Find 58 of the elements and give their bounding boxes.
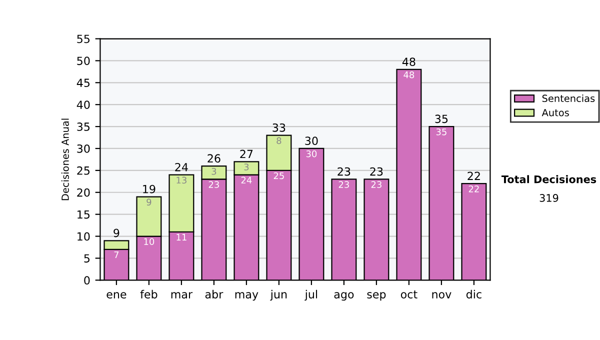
x-tick-label: oct <box>400 290 418 298</box>
y-tick-label: 50 <box>77 56 90 66</box>
data-label: 22 <box>468 186 479 192</box>
y-tick-label: 10 <box>78 232 90 241</box>
total-label: 26 <box>208 154 220 163</box>
total-label: 30 <box>305 136 318 146</box>
y-tick-label: 35 <box>77 122 90 131</box>
y-tick-label: 0 <box>84 276 90 285</box>
x-tick-label: sep <box>367 292 386 301</box>
data-label: 3 <box>244 164 249 170</box>
data-label: 3 <box>212 168 216 175</box>
x-tick-label: dic <box>466 290 482 298</box>
total-label: 22 <box>468 172 480 180</box>
total-label: 27 <box>240 150 253 158</box>
y-tick-label: 45 <box>76 78 90 88</box>
data-label: 23 <box>208 181 219 188</box>
x-tick-label: nov <box>432 292 452 298</box>
data-label: 48 <box>404 71 414 78</box>
data-label: 23 <box>338 181 349 188</box>
x-tick-label: feb <box>140 290 158 298</box>
x-tick-label: jul <box>304 290 318 301</box>
data-label: 9 <box>146 198 152 206</box>
text: 319 <box>540 194 558 202</box>
total-label: 48 <box>402 58 416 66</box>
data-label: 13 <box>176 176 186 184</box>
data-label: 10 <box>144 238 154 246</box>
x-tick-label: jun <box>270 290 287 301</box>
data-label: 25 <box>274 172 284 180</box>
data-label: 23 <box>371 181 382 188</box>
y-tick-label: 30 <box>77 144 90 153</box>
y-tick-label: 15 <box>78 210 90 219</box>
text: Total Decisiones <box>501 175 596 184</box>
data-label: 11 <box>176 234 186 240</box>
data-label: 24 <box>241 176 252 184</box>
y-tick-label: 40 <box>76 100 90 109</box>
legend-label: Autos <box>542 109 569 116</box>
total-label: 23 <box>338 167 350 176</box>
y-tick-label: 5 <box>84 254 90 263</box>
data-label: 30 <box>306 150 317 158</box>
x-tick-label: ago <box>334 292 354 301</box>
total-label: 24 <box>175 162 188 172</box>
legend-label: Sentencias <box>542 94 595 102</box>
y-tick-label: 55 <box>77 34 90 44</box>
data-label: 8 <box>276 137 282 144</box>
total-label: 19 <box>143 184 156 194</box>
x-tick-label: mar <box>171 292 193 298</box>
y-tick-label: 25 <box>77 166 90 175</box>
x-tick-label: ene <box>106 292 126 298</box>
data-label: 35 <box>436 128 446 136</box>
total-label: 9 <box>114 228 120 238</box>
total-label: 23 <box>370 167 383 176</box>
x-tick-label: may <box>235 292 258 301</box>
x-tick-label: abr <box>205 290 224 298</box>
data-label: 7 <box>114 251 119 258</box>
total-label: 35 <box>435 114 448 124</box>
y-tick-label: 20 <box>77 188 90 197</box>
total-label: 33 <box>272 123 286 132</box>
y-axis-title: Decisiones Anual <box>61 118 69 200</box>
